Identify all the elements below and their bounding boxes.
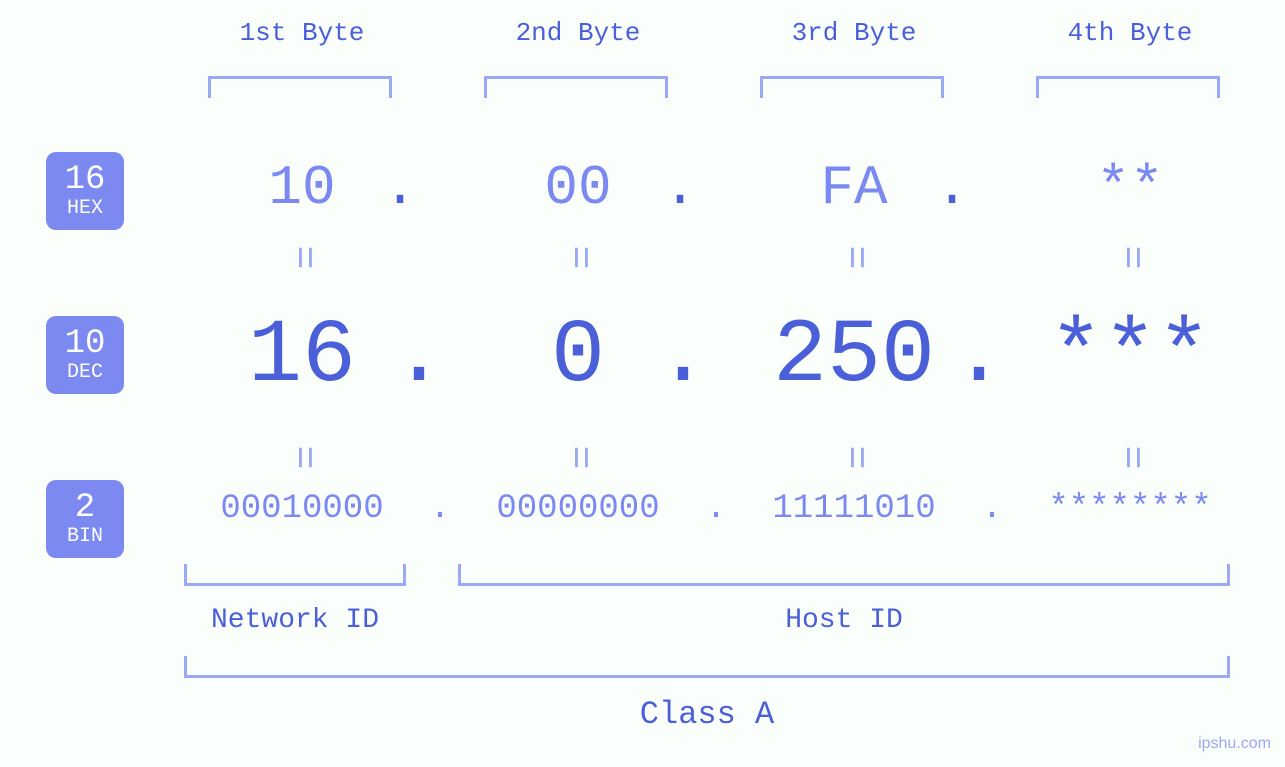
bin-byte-3: 11111010 xyxy=(729,490,979,528)
dec-dot-2: . xyxy=(656,306,696,408)
bin-byte-4: ******** xyxy=(1005,490,1255,528)
label-network-id: Network ID xyxy=(184,605,406,636)
badge-dec-num: 10 xyxy=(65,327,106,361)
badge-bin-label: BIN xyxy=(67,527,103,547)
byte-header-3: 3rd Byte xyxy=(754,18,954,48)
badge-hex: 16 HEX xyxy=(46,152,124,230)
top-bracket-2 xyxy=(484,76,668,98)
byte-header-2: 2nd Byte xyxy=(478,18,678,48)
watermark: ipshu.com xyxy=(1198,735,1271,753)
badge-dec: 10 DEC xyxy=(46,316,124,394)
top-bracket-1 xyxy=(208,76,392,98)
hex-dot-3: . xyxy=(932,156,972,220)
badge-hex-num: 16 xyxy=(65,163,106,197)
top-bracket-3 xyxy=(760,76,944,98)
hex-dot-1: . xyxy=(380,156,420,220)
label-class: Class A xyxy=(184,696,1230,733)
bin-byte-2: 00000000 xyxy=(453,490,703,528)
byte-header-4: 4th Byte xyxy=(1030,18,1230,48)
byte-header-1: 1st Byte xyxy=(202,18,402,48)
bracket-host-id xyxy=(458,564,1230,586)
badge-bin-num: 2 xyxy=(75,491,95,525)
dec-dot-1: . xyxy=(392,306,432,408)
badge-dec-label: DEC xyxy=(67,363,103,383)
bracket-class xyxy=(184,656,1230,678)
label-host-id: Host ID xyxy=(458,605,1230,636)
badge-hex-label: HEX xyxy=(67,199,103,219)
hex-dot-2: . xyxy=(660,156,700,220)
top-bracket-4 xyxy=(1036,76,1220,98)
diagram-root: 1st Byte 2nd Byte 3rd Byte 4th Byte 16 H… xyxy=(0,0,1285,767)
dec-dot-3: . xyxy=(952,306,992,408)
badge-bin: 2 BIN xyxy=(46,480,124,558)
bin-byte-1: 00010000 xyxy=(177,490,427,528)
bracket-network-id xyxy=(184,564,406,586)
